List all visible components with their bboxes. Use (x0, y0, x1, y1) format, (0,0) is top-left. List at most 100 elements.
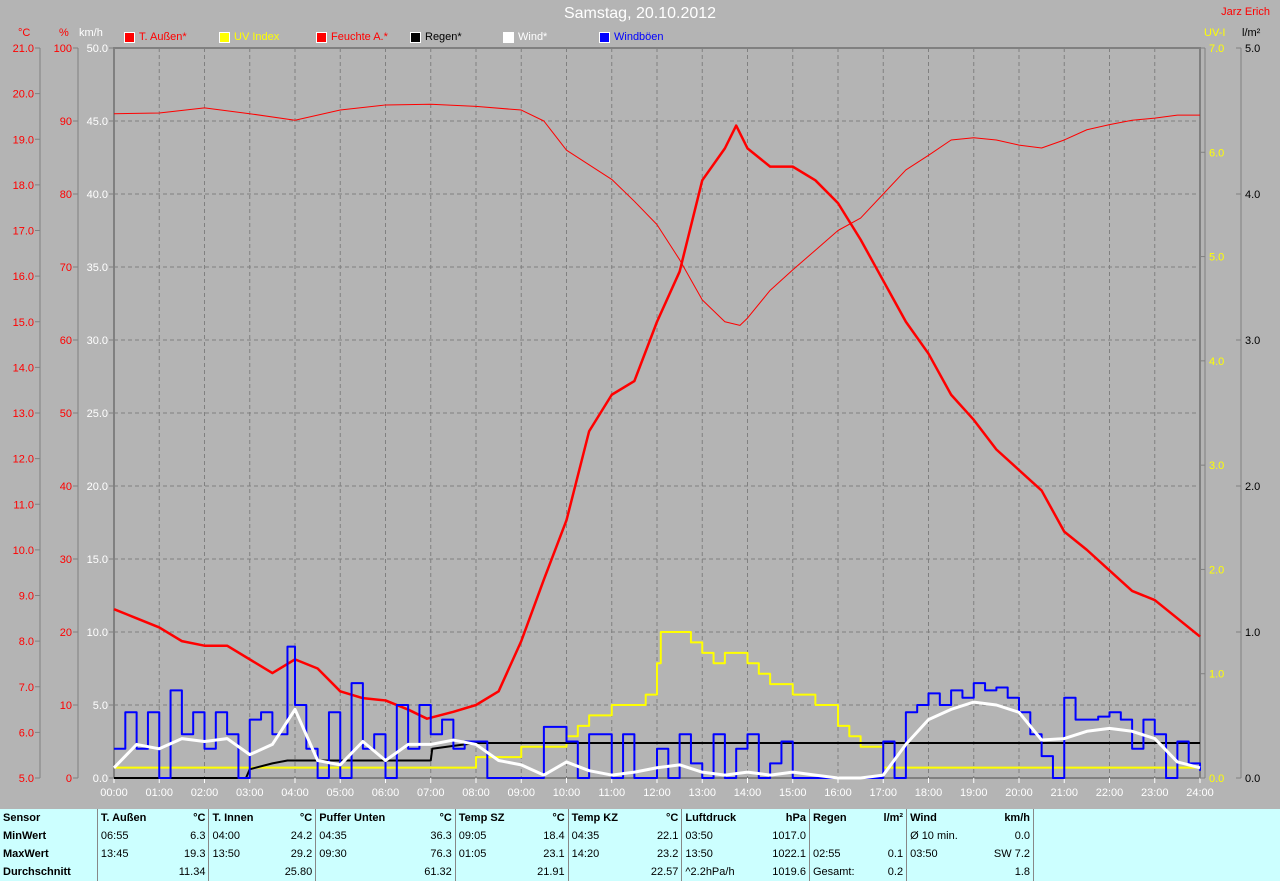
y-tick-label-uv: 3.0 (1209, 460, 1224, 472)
x-tick-label: 08:00 (462, 787, 490, 799)
stats-row: MinWert 06:55 6.3 04:00 24.2 04:35 36.3 09:05 18… (0, 827, 1280, 845)
author-label: Jarz Erich (1221, 6, 1270, 18)
y-tick-label-temp: 8.0 (19, 636, 34, 648)
rain-unit: l/m² (1242, 27, 1261, 39)
x-tick-label: 17:00 (869, 787, 897, 799)
stats-cell: Puffer Unten (319, 812, 386, 824)
stats-cell: Regen (812, 812, 847, 824)
stats-cell: Luftdruck (685, 812, 737, 824)
legend-label: UV Index (234, 31, 280, 43)
legend-swatch (316, 31, 327, 43)
stats-cell: Temp KZ (571, 812, 618, 824)
stats-cell: km/h (977, 809, 1034, 827)
stats-filler (1034, 827, 1280, 845)
stats-cell: 03:50 (910, 848, 938, 860)
stats-row: Durchschnitt 11.34 25.80 61.32 21.91 22.57 ^2.… (0, 863, 1280, 881)
stats-cell: T. Außen (100, 812, 147, 824)
stats-cell: T. Innen (212, 812, 254, 824)
series-line-tauen (113, 124, 1201, 720)
y-tick-label-temp: 17.0 (13, 226, 34, 238)
y-tick-label-rain: 1.0 (1245, 627, 1260, 639)
legend-label: Windböen (614, 31, 664, 43)
y-tick-label-hum: 50 (60, 408, 72, 420)
x-tick-label: 14:00 (734, 787, 762, 799)
legend-item: Wind* (503, 31, 547, 43)
y-tick-label-wind: 40.0 (87, 189, 108, 201)
y-tick-label-rain: 0.0 (1245, 773, 1260, 785)
y-tick-label-wind: 5.0 (93, 700, 108, 712)
legend-item: T. Außen* (124, 31, 187, 43)
y-tick-label-hum: 90 (60, 116, 72, 128)
stats-cell: °C (165, 809, 210, 827)
stats-cell: Wind (910, 812, 937, 824)
y-tick-label-temp: 15.0 (13, 317, 34, 329)
weather-chart: 00:00 01:00 02:00 03:00 04:00 05:00 06:00 07:00… (13, 43, 1261, 799)
legend-swatch (219, 31, 230, 43)
x-tick-label: 21:00 (1050, 787, 1078, 799)
legend-label: Feuchte A.* (331, 31, 388, 43)
stats-cell: 23.1 (523, 845, 569, 863)
temp-unit: °C (18, 27, 31, 39)
legend-item: Feuchte A.* (316, 31, 388, 43)
y-tick-label-uv: 0.0 (1209, 773, 1224, 785)
stats-row: MaxWert 13:45 19.3 13:50 29.2 09:30 76.3 01:05 2… (0, 845, 1280, 863)
stats-cell: 22.57 (637, 863, 683, 881)
stats-cell: 22.1 (637, 827, 683, 845)
y-tick-label-temp: 11.0 (13, 499, 34, 511)
stats-cell: l/m² (872, 809, 908, 827)
legend-swatch (410, 31, 421, 43)
stats-cell: Ø 10 min. (910, 830, 958, 842)
stats-cell: 09:30 (319, 848, 347, 860)
y-tick-label-hum: 0 (66, 773, 72, 785)
y-tick-label-uv: 5.0 (1209, 252, 1224, 264)
y-tick-label-temp: 20.0 (13, 89, 34, 101)
y-tick-label-uv: 7.0 (1209, 43, 1224, 55)
y-tick-label-wind: 50.0 (87, 43, 108, 55)
stats-cell: hPa (756, 809, 810, 827)
stats-cell (809, 827, 872, 845)
stats-cell: 1.8 (977, 863, 1034, 881)
y-tick-label-rain: 2.0 (1245, 481, 1260, 493)
x-tick-label: 01:00 (145, 787, 173, 799)
stats-cell: 11.34 (165, 863, 210, 881)
stats-cell: 61.32 (410, 863, 456, 881)
x-tick-label: 24:00 (1186, 787, 1214, 799)
y-tick-label-temp: 6.0 (19, 727, 34, 739)
stats-cell: 01:05 (458, 848, 487, 860)
stats-cell (568, 863, 637, 881)
y-tick-label-temp: 13.0 (13, 408, 34, 420)
stats-cell: 23.2 (637, 845, 683, 863)
stats-cell (97, 863, 165, 881)
y-tick-label-hum: 60 (60, 335, 72, 347)
y-tick-label-rain: 5.0 (1245, 43, 1260, 55)
y-tick-label-hum: 30 (60, 554, 72, 566)
x-tick-label: 06:00 (372, 787, 400, 799)
x-tick-label: 02:00 (191, 787, 219, 799)
stats-cell: 02:55 (812, 848, 841, 860)
uv-unit: UV-I (1204, 27, 1226, 39)
y-tick-label-temp: 9.0 (19, 591, 34, 603)
legend-swatch (503, 31, 514, 43)
stats-cell: 0.0 (977, 827, 1034, 845)
x-tick-label: 10:00 (553, 787, 581, 799)
stats-cell: 18.4 (523, 827, 569, 845)
x-tick-label: 09:00 (507, 787, 535, 799)
y-tick-label-uv: 2.0 (1209, 564, 1224, 576)
stats-table: Sensor T. Außen °C T. Innen °C Puffer Unten °C… (0, 809, 1280, 881)
stats-cell (907, 863, 978, 881)
y-tick-label-temp: 19.0 (13, 134, 34, 146)
y-tick-label-hum: 100 (54, 43, 72, 55)
stats-cell: 1022.1 (756, 845, 810, 863)
stats-cell: Gesamt: (812, 866, 855, 878)
y-tick-label-wind: 30.0 (87, 335, 108, 347)
x-tick-label: 12:00 (643, 787, 671, 799)
stats-row: Sensor T. Außen °C T. Innen °C Puffer Unten °C… (0, 809, 1280, 827)
x-tick-label: 22:00 (1096, 787, 1124, 799)
stats-cell: 13:50 (212, 848, 240, 860)
stats-cell: 0.1 (872, 845, 908, 863)
stats-cell: 76.3 (410, 845, 456, 863)
stats-filler (1034, 845, 1280, 863)
legend-label: T. Außen* (139, 31, 187, 43)
stats-filler (1034, 863, 1280, 881)
stats-cell: °C (271, 809, 317, 827)
